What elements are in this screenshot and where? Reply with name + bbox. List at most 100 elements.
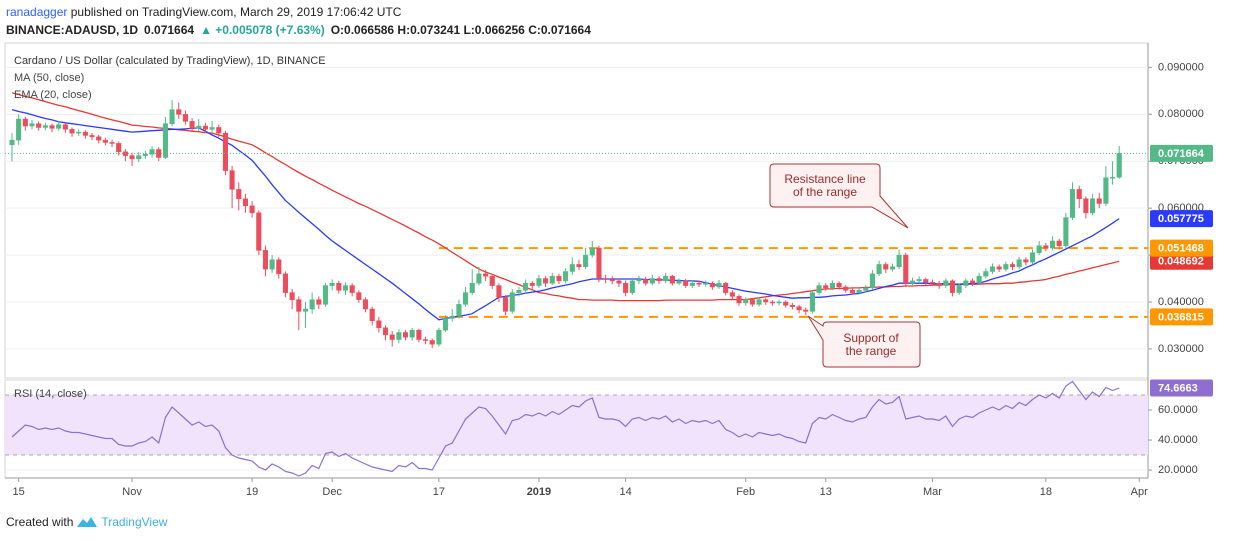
- x-tick-label: Nov: [122, 486, 142, 498]
- x-tick-label: Dec: [322, 486, 342, 498]
- candle-body: [503, 297, 509, 312]
- x-tick-label: 17: [433, 486, 445, 498]
- candle-body: [783, 301, 789, 306]
- candle-body: [1009, 264, 1016, 268]
- candle-body: [1043, 245, 1049, 249]
- candle-body: [396, 332, 402, 340]
- candle-body: [56, 124, 62, 129]
- candle-body: [382, 327, 389, 336]
- candle-body: [9, 139, 15, 146]
- candle-body: [189, 121, 195, 129]
- candle-body: [1116, 153, 1122, 178]
- x-tick-label: Apr: [1131, 486, 1148, 498]
- candle-body: [976, 275, 982, 284]
- candle-body: [903, 254, 909, 284]
- candle-body: [249, 205, 255, 214]
- candle-body: [709, 282, 715, 288]
- candle-body: [436, 329, 442, 345]
- x-tick-label: 19: [246, 486, 258, 498]
- candle-body: [556, 275, 562, 282]
- price-tag-label: 74.6663: [1158, 382, 1198, 394]
- author[interactable]: ranadagger: [6, 5, 68, 19]
- y-tick-label: 40.0000: [1158, 434, 1198, 446]
- candle-body: [809, 292, 815, 312]
- candle-body: [643, 279, 649, 284]
- brand[interactable]: TradingView: [101, 515, 168, 529]
- legend-rsi: RSI (14, close): [14, 388, 87, 400]
- ohlc: O:0.066586 H:0.073241 L:0.066256 C:0.071…: [330, 23, 591, 37]
- y-tick-label: 0.080000: [1158, 108, 1204, 120]
- candle-body: [302, 308, 309, 312]
- candle-body: [62, 124, 68, 130]
- candle-body: [242, 198, 248, 207]
- candle-body: [102, 139, 108, 143]
- rsi-band: [5, 395, 1148, 456]
- candle-body: [656, 278, 662, 282]
- price-tag-label: 0.048692: [1158, 256, 1204, 268]
- candle-body: [129, 155, 135, 160]
- candle-body: [936, 282, 942, 286]
- candle-body: [443, 318, 449, 331]
- callout: [769, 163, 909, 229]
- candle-body: [923, 279, 929, 283]
- candle-body: [489, 275, 495, 286]
- published: published on TradingView.com, March 29, …: [70, 5, 402, 19]
- candle-body: [523, 282, 529, 291]
- candle-body: [222, 132, 228, 171]
- candle-body: [609, 279, 615, 282]
- price-tag: [1150, 144, 1213, 162]
- candle-body: [336, 282, 342, 291]
- candle-body: [202, 125, 208, 130]
- candle-body: [296, 299, 302, 312]
- candle-body: [196, 125, 202, 129]
- candle-body: [496, 285, 502, 298]
- y-tick-label: 60.0000: [1158, 404, 1198, 416]
- candle-body: [329, 282, 335, 286]
- candle-body: [1003, 264, 1009, 270]
- price-tag: [1150, 210, 1213, 228]
- candle-body: [369, 308, 375, 322]
- candle-body: [849, 290, 855, 293]
- candle-body: [963, 280, 969, 286]
- x-tick-label: 13: [820, 486, 832, 498]
- candle-body: [763, 299, 769, 303]
- candle-body: [1110, 177, 1116, 179]
- candle-body: [1076, 189, 1082, 200]
- candle-body: [149, 149, 155, 155]
- candle-body: [376, 320, 382, 329]
- candle-body: [723, 282, 729, 293]
- candle-body: [696, 282, 702, 285]
- candle-body: [756, 299, 762, 305]
- callout-text: Resistance line: [784, 172, 866, 186]
- candle-body: [563, 271, 569, 282]
- candle-body: [256, 212, 262, 251]
- candle-body: [663, 275, 669, 282]
- x-tick-label: Feb: [736, 486, 755, 498]
- y-tick-label: 0.030000: [1158, 343, 1204, 355]
- candle-body: [776, 301, 782, 304]
- candle-body: [429, 340, 435, 345]
- candle-body: [589, 247, 595, 256]
- candle-body: [989, 266, 996, 272]
- y-tick-label: 20.0000: [1158, 464, 1198, 476]
- candle-body: [476, 273, 482, 284]
- candle-body: [909, 280, 916, 284]
- candle-body: [996, 266, 1002, 270]
- candle-body: [289, 292, 295, 300]
- candle-body: [209, 127, 215, 130]
- brand-logo: [77, 517, 98, 527]
- candle-body: [943, 280, 949, 286]
- candle-body: [683, 280, 689, 286]
- callout-text: Support of: [843, 331, 899, 345]
- candle-body: [823, 285, 829, 289]
- candle-body: [703, 282, 709, 285]
- legend-ma: MA (50, close): [14, 72, 84, 84]
- candle-body: [362, 299, 369, 310]
- candle-body: [869, 273, 875, 289]
- candle-body: [969, 280, 976, 284]
- candle-body: [836, 282, 842, 288]
- candle-body: [649, 278, 655, 284]
- candle-body: [16, 118, 22, 141]
- symbol: BINANCE:ADAUSD, 1D: [6, 23, 139, 37]
- publish-line: ranadagger published on TradingView.com,…: [6, 5, 401, 19]
